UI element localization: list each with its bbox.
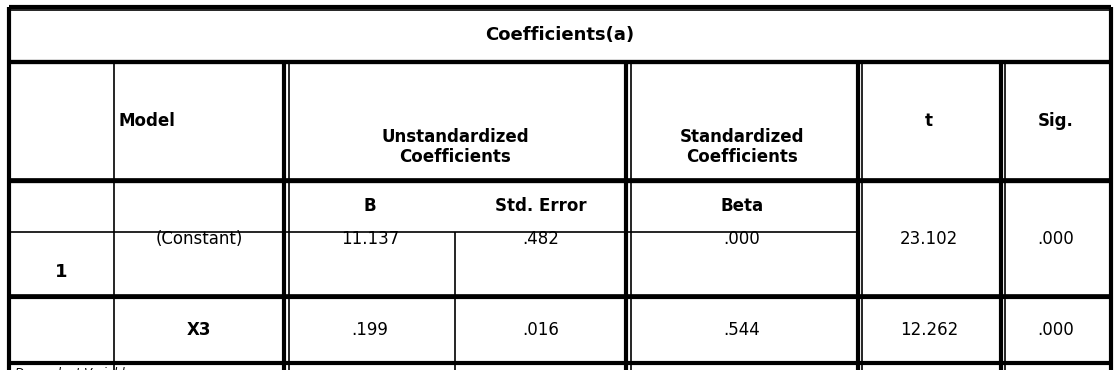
Text: Coefficients(a): Coefficients(a)	[485, 26, 635, 44]
Text: 11.137: 11.137	[340, 230, 399, 248]
Text: .199: .199	[352, 321, 389, 339]
Text: Sig.: Sig.	[1038, 112, 1074, 130]
Text: 1: 1	[55, 263, 67, 280]
Text: (Constant): (Constant)	[156, 230, 243, 248]
Text: .016: .016	[522, 321, 559, 339]
Text: 23.102: 23.102	[900, 230, 959, 248]
Text: Model: Model	[119, 112, 175, 130]
Text: .000: .000	[1037, 321, 1074, 339]
Text: t: t	[925, 112, 933, 130]
Text: B: B	[364, 197, 376, 215]
Text: Unstandardized
Coefficients: Unstandardized Coefficients	[382, 128, 529, 166]
Text: Dependent Variable: a: Dependent Variable: a	[15, 367, 147, 370]
Text: Standardized
Coefficients: Standardized Coefficients	[680, 128, 804, 166]
Text: X3: X3	[187, 321, 212, 339]
Text: .544: .544	[724, 321, 760, 339]
Text: .000: .000	[1037, 230, 1074, 248]
Text: .482: .482	[522, 230, 559, 248]
Text: Beta: Beta	[720, 197, 764, 215]
Text: Std. Error: Std. Error	[495, 197, 587, 215]
Text: .000: .000	[724, 230, 760, 248]
Text: 12.262: 12.262	[900, 321, 959, 339]
